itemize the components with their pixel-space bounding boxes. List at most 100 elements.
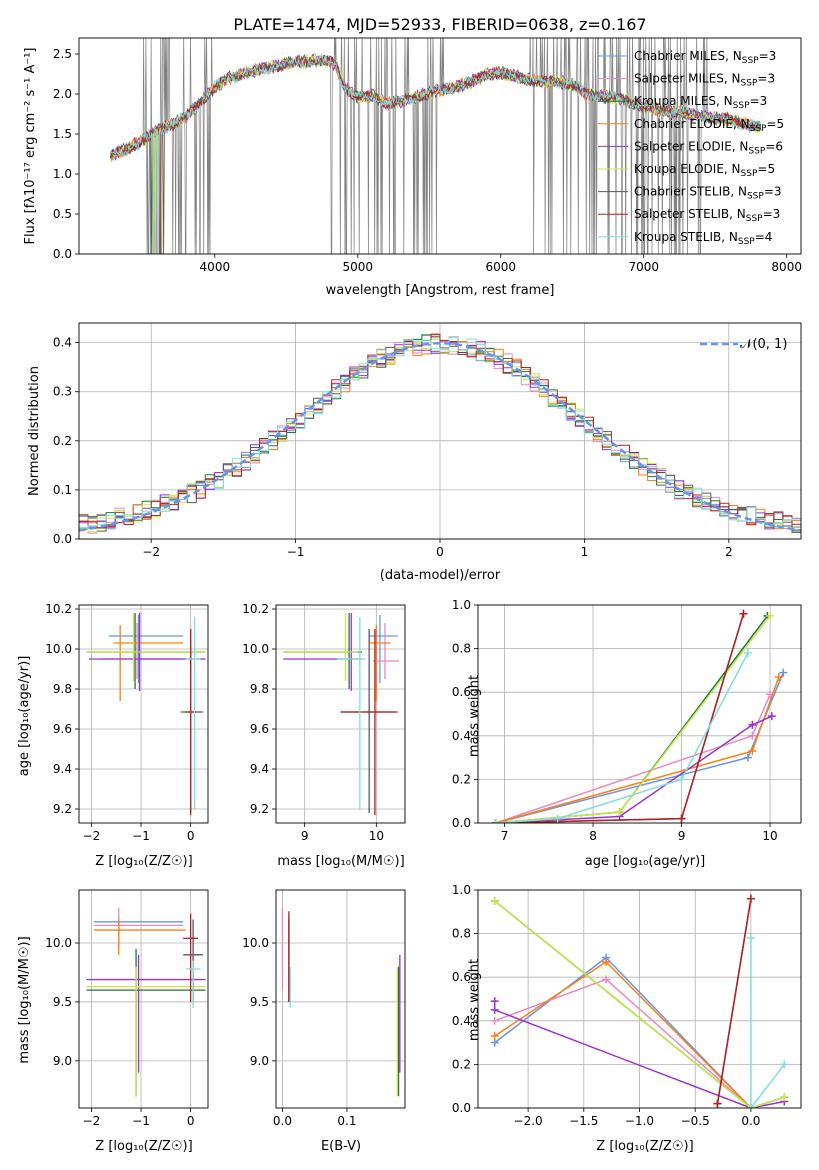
massweight-vs-age-plot: 7 8 9 10 0.0 0.2 0.4 0.6 0.8 1.0	[452, 598, 802, 843]
hist-series-8	[79, 336, 801, 539]
mwz-xtick-label: −1.0	[625, 1114, 654, 1128]
agez-ytick-label: 9.4	[53, 762, 72, 776]
mwz-marker-4-0	[490, 997, 499, 1006]
massebv-xtick-label: 0.0	[273, 1114, 292, 1128]
mwz-marker-5-2	[780, 1093, 789, 1102]
mwz-marker-1-0	[490, 1016, 499, 1025]
mwz-ytick-label: 0.8	[452, 927, 471, 941]
massz-xtick-label: −1	[132, 1114, 150, 1128]
hist-xtick-label: −1	[287, 545, 305, 559]
spectrum-ytick-label: 0.0	[53, 247, 72, 261]
spectrum-ytick-label: 1.5	[53, 127, 72, 141]
massz-xtick-label: −2	[83, 1114, 101, 1128]
mwz-ytick-label: 1.0	[452, 883, 471, 897]
mwz-marker-8-0	[746, 933, 755, 942]
massweight-vs-metallicity-plot: −2.0 −1.5 −1.0 −0.5 0.0 0.0 0.2 0.4 0.6 0.8 1.0	[452, 883, 802, 1128]
massebv-xlabel: E(B-V)	[321, 1139, 361, 1154]
mwz-ytick-label: 0.6	[452, 970, 471, 984]
agez-ytick-label: 9.6	[53, 722, 72, 736]
massz-xlabel: Z [log₁₀(Z/Z☉)]	[95, 1139, 192, 1154]
agez-xlabel: Z [log₁₀(Z/Z☉)]	[95, 854, 192, 869]
agez-frame	[78, 604, 209, 824]
hist-series-7	[79, 333, 801, 539]
mwage-ylabel: mass weight	[467, 675, 482, 757]
mwage-marker-7-2	[739, 609, 748, 618]
model-spectrum-8	[110, 53, 762, 254]
massebv-ytick-label: 9.5	[250, 995, 269, 1009]
mwage-ytick-label: 0.2	[452, 772, 471, 786]
hist-xtick-label: 2	[725, 545, 733, 559]
gaussian-curve	[79, 341, 801, 532]
mwage-marker-3-2	[774, 672, 783, 681]
hist-ytick-label: 0.2	[53, 434, 72, 448]
mwz-xlabel: Z [log₁₀(Z/Z☉)]	[596, 1139, 693, 1154]
agez-marks	[86, 613, 206, 815]
mwage-marker-0-2	[779, 668, 788, 677]
mwage-ytick-label: 0.6	[452, 685, 471, 699]
spectrum-ytick-label: 0.5	[53, 207, 72, 221]
hist-ytick-label: 0.3	[53, 385, 72, 399]
mwz-line-4	[493, 1001, 785, 1108]
hist-ylabel: Normed distribution	[27, 366, 42, 496]
massz-ylabel: mass [log₁₀(M/M☉)]	[17, 936, 32, 1063]
agem-marks	[283, 613, 400, 815]
hist-xtick-label: −2	[142, 545, 160, 559]
agez-xtick-label: −1	[132, 829, 150, 843]
agem-frame	[275, 604, 406, 824]
mwz-marker-8-1	[746, 1104, 755, 1108]
agez-xtick-label: −2	[83, 829, 101, 843]
hist-ytick-label: 0.1	[53, 483, 72, 497]
mwz-xtick-label: 0.0	[741, 1114, 760, 1128]
mwz-marker-7-0	[713, 1099, 722, 1108]
spectrum-ytick-label: 2.5	[53, 47, 72, 61]
massebv-frame	[275, 889, 406, 1109]
mwage-marker-4-3	[767, 712, 776, 721]
mwage-line-8	[495, 652, 749, 823]
gauss-legend-label: 𝒩(0, 1)	[740, 337, 787, 352]
mwage-marker-3-1	[748, 747, 757, 756]
spectrum-legend: Chabrier MILES, NSSP=3 Salpeter MILES, NS…	[598, 49, 784, 247]
agem-ytick-label: 9.6	[250, 722, 269, 736]
mwage-ytick-label: 0.0	[452, 816, 471, 830]
massebv-ytick-label: 9.0	[250, 1054, 269, 1068]
spectrum-xtick-label: 8000	[771, 260, 802, 274]
massz-ytick-label: 10.0	[45, 936, 72, 950]
mwage-marks	[491, 609, 788, 823]
agem-ytick-label: 10.0	[242, 642, 269, 656]
spectrum-ylabel: Flux [fλ10⁻¹⁷ erg cm⁻² s⁻¹ A⁻¹]	[23, 48, 38, 245]
mwage-marker-1-1	[748, 731, 757, 740]
mwz-marker-3-1	[602, 957, 611, 966]
legend-label-3: Chabrier ELODIE, NSSP=5	[634, 117, 784, 134]
legend-label-8: Kroupa STELIB, NSSP=4	[634, 230, 772, 247]
spectrum-plot: 4000 5000 6000 7000 8000 0.0 0.5 1.0 1.5 2.0 2.5	[53, 37, 802, 274]
mwz-line-5	[494, 900, 785, 1108]
agem-xlabel: mass [log₁₀(M/M☉)]	[277, 854, 404, 869]
agem-ytick-label: 9.8	[250, 682, 269, 696]
mwage-marker-8-0	[491, 819, 500, 823]
massebv-ytick-label: 10.0	[242, 936, 269, 950]
mwz-marker-8-2	[780, 1060, 789, 1069]
mwz-marker-3-0	[490, 1032, 499, 1041]
mwz-marks	[490, 894, 789, 1108]
hist-ytick-label: 0.0	[53, 532, 72, 546]
hist-marks	[79, 333, 801, 539]
mwz-ylabel: mass weight	[467, 959, 482, 1041]
legend-label-6: Chabrier STELIB, NSSP=3	[634, 185, 782, 202]
hist-xlabel: (data-model)/error	[380, 568, 501, 583]
spectrum-ytick-label: 2.0	[53, 87, 72, 101]
agem-ytick-label: 9.2	[250, 802, 269, 816]
mwage-marker-5-2	[766, 611, 775, 620]
agez-ytick-label: 10.2	[45, 602, 72, 616]
legend-label-7: Salpeter STELIB, NSSP=3	[634, 207, 780, 224]
massebv-xtick-label: 0.1	[337, 1114, 356, 1128]
mwage-marker-8-1	[553, 814, 562, 823]
spectrum-xtick-label: 4000	[200, 260, 231, 274]
mwage-ytick-label: 1.0	[452, 598, 471, 612]
mwz-marker-4-1	[490, 1005, 499, 1014]
mwz-ytick-label: 0.0	[452, 1101, 471, 1115]
agez-ytick-label: 9.8	[53, 682, 72, 696]
mass-vs-metallicity-plot: −2 −1 0 9.0 9.5 10.0	[45, 889, 209, 1128]
mwage-ytick-label: 0.4	[452, 729, 471, 743]
mwz-xtick-label: −2.0	[514, 1114, 543, 1128]
residual-histogram: −2 −1 0 1 2 0.0 0.1 0.2 0.3 0.4	[53, 322, 802, 559]
